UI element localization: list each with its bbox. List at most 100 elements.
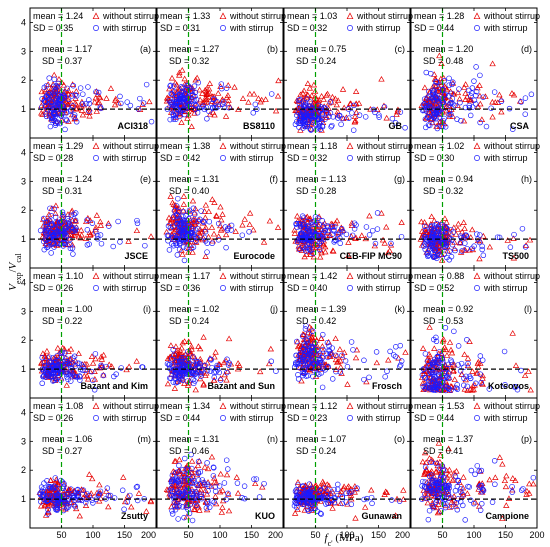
point-with-stirrup [169,492,175,499]
sd-with-stirrup: SD = 0.24 [296,56,336,66]
point-with-stirrup [296,220,302,227]
point-with-stirrup [88,368,95,375]
point-with-stirrup [455,477,461,484]
point-with-stirrup [168,241,175,247]
sd-without-stirrup: SD = 0.31 [160,23,200,33]
point-without-stirrup [457,239,464,245]
point-without-stirrup [426,352,434,359]
point-with-stirrup [273,368,279,374]
point-with-stirrup [304,96,310,102]
point-without-stirrup [193,74,201,81]
point-without-stirrup [72,216,79,223]
point-with-stirrup [221,480,228,486]
point-without-stirrup [503,502,510,508]
point-with-stirrup [295,493,301,499]
point-with-stirrup [468,467,475,474]
point-with-stirrup [294,338,300,345]
point-with-stirrup [431,115,437,121]
point-with-stirrup [66,361,73,367]
point-with-stirrup [335,481,341,488]
point-without-stirrup [217,203,224,210]
mean-with-stirrup: mean = 0.94 [423,174,473,184]
point-without-stirrup [89,475,96,482]
point-with-stirrup [433,231,439,237]
point-with-stirrup [204,240,210,246]
panel-letter: (f) [270,174,279,184]
point-without-stirrup [476,255,483,262]
point-with-stirrup [449,241,456,248]
y-tick-label: 2 [21,205,26,215]
point-with-stirrup [465,360,471,367]
point-without-stirrup [469,368,476,374]
point-without-stirrup [323,91,330,98]
point-with-stirrup [50,240,57,247]
point-with-stirrup [501,348,508,355]
point-with-stirrup [198,208,204,214]
point-with-stirrup [438,508,444,514]
point-without-stirrup [458,493,465,499]
legend-triangle-icon [219,272,227,280]
point-without-stirrup [461,351,468,357]
point-with-stirrup [175,99,182,106]
point-without-stirrup [460,219,467,225]
point-without-stirrup [351,489,358,495]
point-with-stirrup [317,510,324,517]
mean-without-stirrup: mean = 1.03 [287,11,337,21]
point-with-stirrup [38,104,45,111]
point-without-stirrup [503,472,510,479]
point-with-stirrup [197,469,204,475]
point-without-stirrup [352,117,359,123]
point-with-stirrup [306,237,312,243]
point-with-stirrup [223,457,230,463]
point-without-stirrup [423,467,430,473]
point-with-stirrup [202,362,208,369]
point-with-stirrup [477,119,483,126]
point-with-stirrup [315,113,322,120]
point-with-stirrup [443,483,449,489]
point-without-stirrup [486,243,494,250]
point-without-stirrup [467,386,474,392]
point-with-stirrup [64,220,71,226]
point-with-stirrup [48,99,55,106]
point-without-stirrup [335,358,342,364]
point-with-stirrup [115,218,121,225]
point-without-stirrup [90,229,97,236]
point-with-stirrup [54,504,61,510]
point-with-stirrup [189,517,196,524]
legend-circle-icon [347,25,353,31]
point-with-stirrup [350,127,357,133]
point-with-stirrup [433,338,440,345]
point-without-stirrup [200,333,207,340]
point-without-stirrup [100,351,107,358]
point-with-stirrup [134,497,141,504]
point-with-stirrup [72,503,79,510]
point-without-stirrup [501,477,509,484]
point-without-stirrup [352,234,360,241]
point-with-stirrup [350,347,356,353]
point-with-stirrup [188,245,195,252]
point-with-stirrup [185,484,191,490]
point-with-stirrup [97,232,104,238]
point-with-stirrup [354,485,360,491]
point-with-stirrup [300,244,306,250]
point-without-stirrup [449,477,456,483]
point-without-stirrup [526,236,534,243]
point-with-stirrup [474,463,481,469]
point-with-stirrup [45,483,52,490]
panel-letter: (i) [143,304,151,314]
point-with-stirrup [299,213,306,219]
point-with-stirrup [431,383,438,390]
point-without-stirrup [225,335,233,342]
point-with-stirrup [62,126,68,133]
scatter-points [417,213,534,263]
point-with-stirrup [316,120,323,127]
panel-code-name: Zsutty [121,511,148,521]
point-without-stirrup [455,220,462,227]
point-with-stirrup [167,488,174,494]
point-without-stirrup [195,216,203,223]
point-with-stirrup [127,492,133,499]
point-with-stirrup [43,93,50,99]
